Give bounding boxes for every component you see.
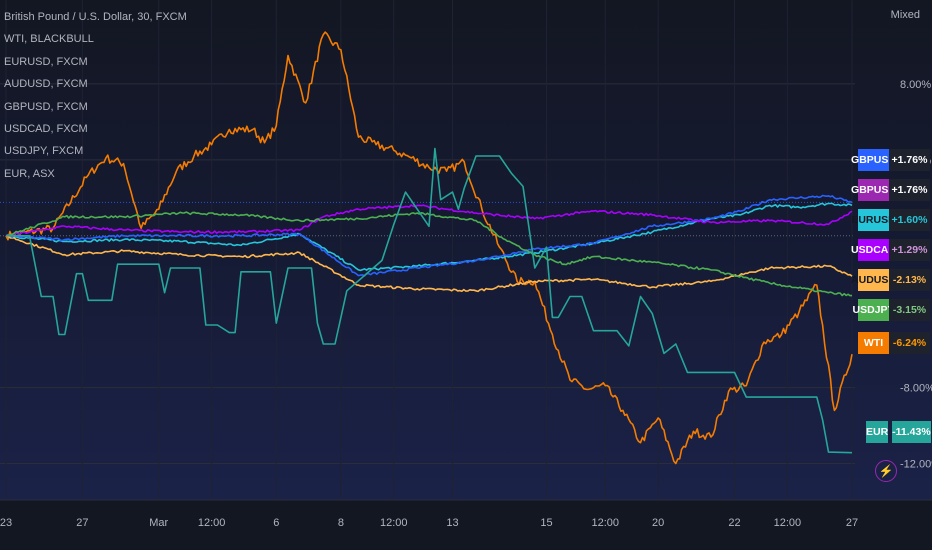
legend-item-gbpusd[interactable]: GBPUSD, FXCM (4, 100, 88, 113)
series-line-audusd (5, 235, 853, 293)
legend-item-wti[interactable]: WTI, BLACKBULL (4, 33, 94, 46)
x-tick-label: 27 (76, 517, 88, 529)
price-tag-eurusd: EURUSD +1.60% (851, 209, 930, 231)
price-tag-gbpusd-main: GBPUSD +1.76% (851, 149, 930, 171)
price-tag-value: +1.76% (889, 179, 930, 201)
x-tick-label: 15 (540, 517, 552, 529)
price-tag-value: -6.24% (889, 332, 930, 354)
x-tick-label: 23 (0, 517, 12, 529)
series-line-usdcad (5, 204, 853, 237)
legend-item-usdcad[interactable]: USDCAD, FXCM (4, 123, 88, 136)
bolt-icon[interactable]: ⚡ (875, 460, 897, 482)
x-tick-label: 8 (338, 517, 344, 529)
y-tick-label: -12.00% (900, 459, 932, 471)
price-tag-usdjpy: USDJPY -3.15% (853, 299, 930, 321)
price-tag-value: -3.15% (889, 299, 930, 321)
plot-background (0, 0, 932, 500)
price-tag-value: -2.13% (889, 269, 930, 291)
x-tick-label: 12:00 (591, 517, 619, 529)
x-axis-background (0, 500, 932, 550)
series-layer (5, 31, 853, 465)
series-line-usdjpy (5, 211, 852, 297)
scale-mode-label[interactable]: Mixed (890, 9, 920, 21)
series-line-eur (6, 147, 853, 454)
legend: British Pound / U.S. Dollar, 30, FXCM WT… (4, 6, 187, 185)
price-tag-value: +1.76% (889, 149, 930, 171)
price-tag-symbol: USDJPY (853, 299, 895, 321)
price-tag-symbol: WTI (858, 332, 889, 354)
price-tag-eur: EUR -11.43% (866, 421, 931, 443)
x-tick-label: 12:00 (198, 517, 226, 529)
y-tick-label: -8.00% (900, 383, 932, 395)
price-tag-symbol: GBPUSD (851, 179, 896, 201)
price-tag-symbol: USDCAD (851, 239, 896, 261)
series-line-gbpusd (5, 194, 853, 277)
price-tag-value: +1.60% (889, 209, 930, 231)
legend-item-eurusd[interactable]: EURUSD, FXCM (4, 55, 88, 68)
legend-item-usdjpy[interactable]: USDJPY, FXCM (4, 145, 84, 158)
legend-item-audusd[interactable]: AUDUSD, FXCM (4, 78, 88, 91)
y-tick-label: 8.00% (900, 79, 931, 91)
x-tick-label: Mar (149, 517, 168, 529)
price-tag-usdcad: USDCAD +1.29% (851, 239, 930, 261)
price-tag-symbol: EURUSD (851, 209, 896, 231)
main-symbol-title[interactable]: British Pound / U.S. Dollar, 30, FXCM (4, 11, 187, 23)
price-tag-value: +1.29% (889, 239, 930, 261)
series-line-wti (5, 31, 853, 465)
x-tick-label: 27 (846, 517, 858, 529)
legend-item-eur-asx[interactable]: EUR, ASX (4, 167, 55, 180)
price-tag-symbol: EUR (866, 421, 889, 443)
grid (0, 0, 855, 500)
x-tick-label: 13 (446, 517, 458, 529)
price-tag-wti: WTI -6.24% (858, 332, 930, 354)
price-tag-symbol: AUDUSD (851, 269, 896, 291)
x-tick-label: 12:00 (774, 517, 802, 529)
x-axis: 23 27 Mar 12:00 6 8 12:00 13 15 12:00 20 22 12:00 27 (0, 499, 932, 529)
price-tag-audusd: AUDUSD -2.13% (851, 269, 930, 291)
price-tag-symbol: GBPUSD (851, 149, 896, 171)
price-tag-gbpusd: GBPUSD +1.76% (851, 179, 930, 201)
x-tick-label: 12:00 (380, 517, 408, 529)
price-tag-value: -11.43% (892, 421, 931, 443)
x-tick-label: 6 (273, 517, 279, 529)
x-tick-label: 22 (728, 517, 740, 529)
x-tick-label: 20 (652, 517, 664, 529)
